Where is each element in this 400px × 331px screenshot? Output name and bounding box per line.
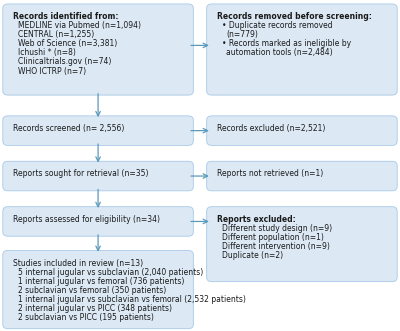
Text: • Records marked as ineligible by: • Records marked as ineligible by [222, 39, 351, 48]
Text: 1 internal jugular vs femoral (736 patients): 1 internal jugular vs femoral (736 patie… [18, 277, 184, 286]
Text: 2 subclavian vs femoral (350 patients): 2 subclavian vs femoral (350 patients) [18, 286, 166, 295]
Text: 1 internal jugular vs subclavian vs femoral (2,532 patients): 1 internal jugular vs subclavian vs femo… [18, 295, 246, 304]
Text: 5 internal jugular vs subclavian (2,040 patients): 5 internal jugular vs subclavian (2,040 … [18, 268, 203, 277]
Text: Web of Science (n=3,381): Web of Science (n=3,381) [18, 39, 117, 48]
Text: Duplicate (n=2): Duplicate (n=2) [222, 251, 283, 260]
Text: Reports assessed for eligibility (n=34): Reports assessed for eligibility (n=34) [13, 215, 160, 224]
Text: CENTRAL (n=1,255): CENTRAL (n=1,255) [18, 30, 94, 39]
Text: 2 internal jugular vs PICC (348 patients): 2 internal jugular vs PICC (348 patients… [18, 304, 172, 313]
FancyBboxPatch shape [3, 116, 193, 145]
Text: Different population (n=1): Different population (n=1) [222, 233, 324, 242]
Text: automation tools (n=2,484): automation tools (n=2,484) [226, 48, 333, 57]
FancyBboxPatch shape [3, 161, 193, 191]
Text: Reports sought for retrieval (n=35): Reports sought for retrieval (n=35) [13, 169, 148, 178]
FancyBboxPatch shape [3, 251, 193, 329]
FancyBboxPatch shape [207, 161, 397, 191]
Text: Different study design (n=9): Different study design (n=9) [222, 224, 332, 233]
Text: (n=779): (n=779) [226, 30, 258, 39]
FancyBboxPatch shape [207, 207, 397, 282]
Text: Records screened (n= 2,556): Records screened (n= 2,556) [13, 124, 124, 133]
Text: Clinicaltrials.gov (n=74): Clinicaltrials.gov (n=74) [18, 58, 111, 67]
Text: Records identified from:: Records identified from: [13, 12, 118, 21]
Text: • Duplicate records removed: • Duplicate records removed [222, 21, 332, 30]
Text: WHO ICTRP (n=7): WHO ICTRP (n=7) [18, 67, 86, 75]
FancyBboxPatch shape [3, 207, 193, 236]
Text: Ichushi * (n=8): Ichushi * (n=8) [18, 48, 76, 57]
Text: MEDLINE via Pubmed (n=1,094): MEDLINE via Pubmed (n=1,094) [18, 21, 141, 30]
Text: Different intervention (n=9): Different intervention (n=9) [222, 242, 330, 251]
Text: Reports not retrieved (n=1): Reports not retrieved (n=1) [217, 169, 323, 178]
Text: Reports excluded:: Reports excluded: [217, 215, 296, 224]
Text: Studies included in review (n=13): Studies included in review (n=13) [13, 259, 143, 267]
Text: Records removed before screening:: Records removed before screening: [217, 12, 372, 21]
FancyBboxPatch shape [207, 116, 397, 145]
FancyBboxPatch shape [207, 4, 397, 95]
Text: Records excluded (n=2,521): Records excluded (n=2,521) [217, 124, 325, 133]
Text: 2 subclavian vs PICC (195 patients): 2 subclavian vs PICC (195 patients) [18, 313, 154, 322]
FancyBboxPatch shape [3, 4, 193, 95]
